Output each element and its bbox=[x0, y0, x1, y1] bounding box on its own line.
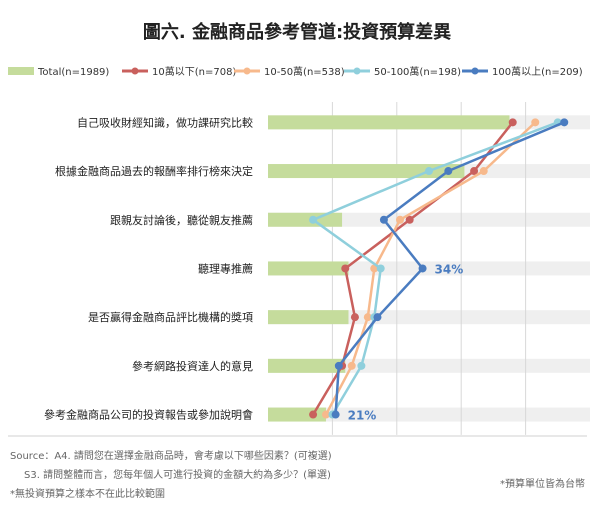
series-marker bbox=[321, 410, 330, 419]
series-marker bbox=[479, 167, 488, 176]
legend-swatch-bar bbox=[8, 67, 34, 75]
category-label: 根據金融商品過去的報酬率排行榜來決定 bbox=[55, 164, 253, 178]
series-marker bbox=[425, 167, 433, 176]
data-label: 34% bbox=[435, 262, 464, 276]
series-marker bbox=[309, 410, 318, 419]
category-label: 參考金融商品公司的投資報告或參加說明會 bbox=[44, 408, 253, 422]
category-label: 參考網路投資達人的意見 bbox=[132, 359, 253, 373]
bar bbox=[268, 261, 349, 276]
category-label: 跟親友討論後，聽從親友推薦 bbox=[110, 213, 253, 227]
legend-label: Total(n=1989) bbox=[37, 67, 109, 78]
bar bbox=[268, 358, 346, 373]
series-marker bbox=[334, 361, 343, 370]
series-marker bbox=[357, 361, 366, 370]
legend-label: 50-100萬(n=198) bbox=[374, 65, 461, 78]
row-background bbox=[268, 407, 590, 422]
data-label: 21% bbox=[348, 409, 377, 423]
chart-title: 圖六. 金融商品參考管道:投資預算差異 bbox=[143, 21, 451, 43]
series-marker bbox=[347, 361, 356, 370]
legend-label: 10萬以下(n=708) bbox=[152, 65, 236, 78]
series-marker bbox=[331, 410, 340, 419]
category-label: 是否贏得金融商品評比機構的獎項 bbox=[88, 310, 253, 324]
series-marker bbox=[418, 264, 427, 273]
legend-label: 10-50萬(n=538) bbox=[264, 65, 345, 78]
legend-swatch-marker bbox=[131, 67, 139, 75]
series-marker bbox=[350, 313, 359, 322]
footer-source-line2: S3. 請問整體而言，您每年個人可進行投資的金額大約為多少？(單選) bbox=[24, 468, 331, 481]
category-label: 聽理專推薦 bbox=[198, 261, 253, 275]
series-marker bbox=[470, 167, 479, 176]
series-marker bbox=[531, 118, 540, 127]
series-marker bbox=[341, 264, 350, 273]
bar bbox=[268, 115, 510, 130]
series-marker bbox=[373, 313, 382, 322]
series-marker bbox=[376, 264, 385, 273]
series-marker bbox=[396, 215, 405, 224]
footer-note-left: *無投資預算之樣本不在此比較範圍 bbox=[10, 487, 165, 500]
legend-swatch-marker bbox=[353, 67, 361, 75]
legend-label: 100萬以上(n=209) bbox=[492, 65, 583, 78]
series-marker bbox=[405, 215, 414, 224]
series-marker bbox=[444, 167, 453, 176]
bar bbox=[268, 164, 465, 179]
footer-note-right: *預算單位皆為台幣 bbox=[500, 477, 585, 490]
series-marker bbox=[560, 118, 569, 127]
bar bbox=[268, 310, 349, 325]
series-marker bbox=[379, 215, 388, 224]
series-marker bbox=[309, 215, 318, 224]
series-marker bbox=[363, 313, 372, 322]
row-background bbox=[268, 212, 590, 227]
series-marker bbox=[508, 118, 517, 127]
bar bbox=[268, 212, 343, 227]
footer-source-line1: Source：A4. 請問您在選擇金融商品時，會考慮以下哪些因素？(可複選) bbox=[10, 449, 332, 462]
legend-swatch-marker bbox=[243, 67, 251, 75]
category-label: 自己吸收財經知識，做功課研究比較 bbox=[77, 115, 253, 129]
legend-swatch-marker bbox=[471, 67, 479, 75]
